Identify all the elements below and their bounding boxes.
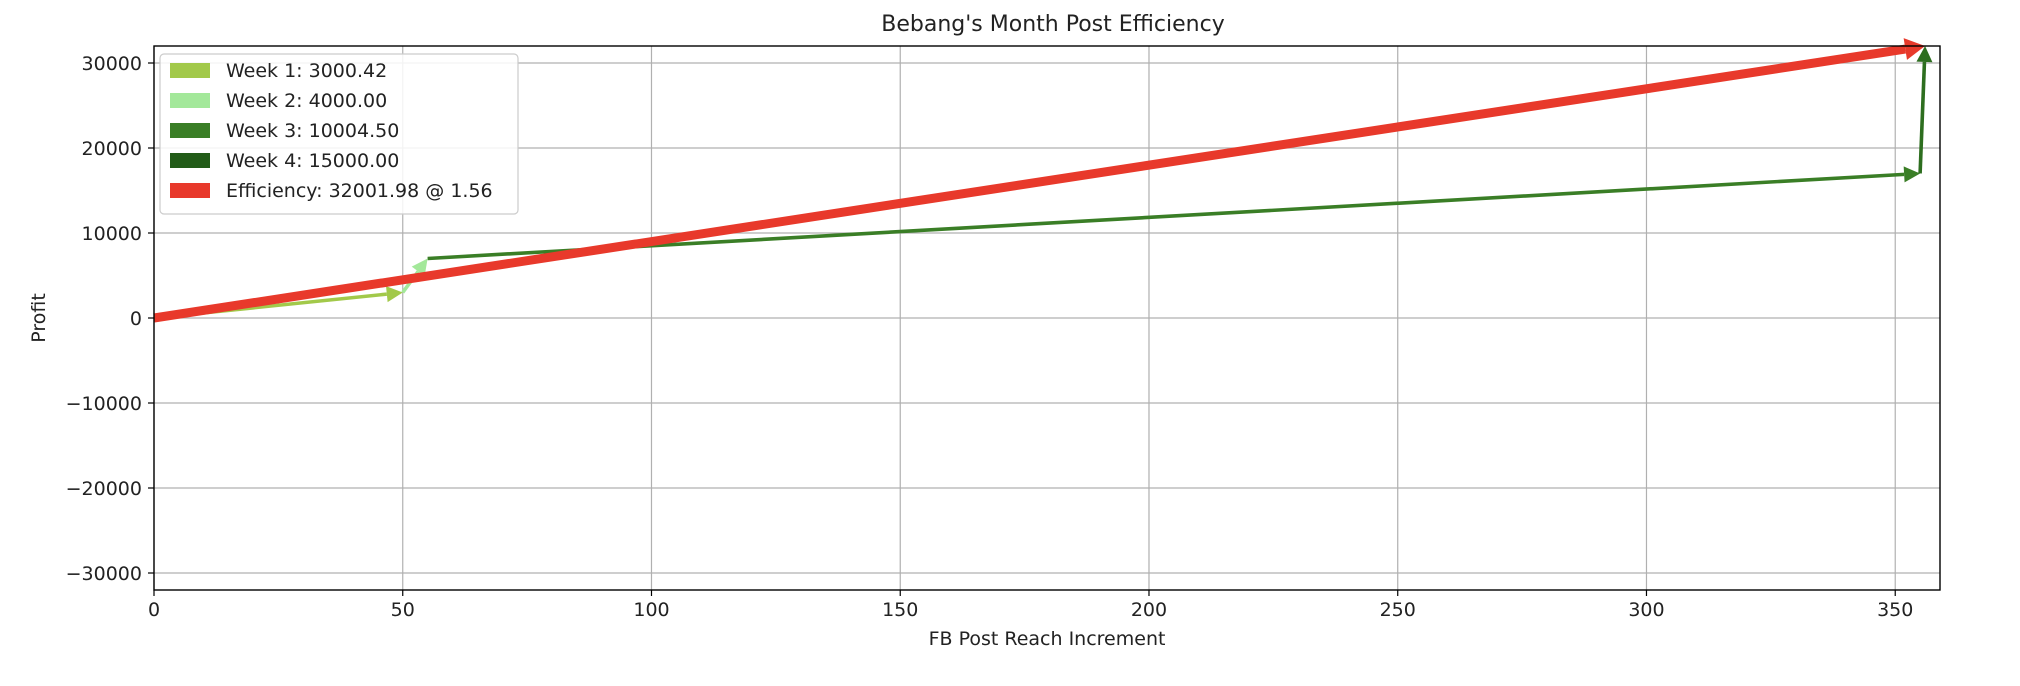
legend-swatch [170,153,210,168]
x-tick-label: 50 [391,599,415,621]
legend-swatch [170,63,210,78]
series-arrowhead [1903,166,1921,183]
x-tick-label: 200 [1131,599,1167,621]
series-arrowhead [1903,38,1926,60]
legend-swatch [170,93,210,108]
legend-swatch [170,123,210,138]
series-arrow [153,38,1926,323]
y-axis-label: Profit [28,293,50,343]
series-line [427,172,1905,261]
series-line [1918,61,1927,174]
series-line [153,44,1906,323]
y-tick-label: −30000 [66,563,142,585]
y-tick-label: 30000 [82,53,142,75]
legend-entry-label: Week 4: 15000.00 [226,150,399,172]
axis-ticks: 0 50 100 150 200 250 300 350 −30000 −20000 −10000 0… [66,53,1914,621]
y-tick-label: 0 [130,308,142,330]
x-tick-label: 350 [1877,599,1913,621]
y-tick-label: 10000 [82,223,142,245]
x-tick-label: 300 [1628,599,1664,621]
series-arrows [153,38,1933,323]
x-tick-label: 0 [148,599,160,621]
series-arrowhead [411,258,428,277]
chart-title: Bebang's Month Post Efficiency [881,12,1224,37]
legend-entry-label: Efficiency: 32001.98 @ 1.56 [226,180,493,202]
x-axis-label: FB Post Reach Increment [929,628,1166,650]
y-tick-label: −20000 [66,478,142,500]
legend-frame [159,53,519,215]
legend: Week 1: 3000.42 Week 2: 4000.00 Week 3: 10… [159,53,519,215]
x-tick-label: 150 [882,599,918,621]
legend-entry-label: Week 3: 10004.50 [226,120,399,142]
series-arrow [427,166,1921,261]
x-tick-label: 250 [1380,599,1416,621]
series-arrowhead [386,286,403,303]
legend-swatch [170,183,210,198]
y-tick-label: 20000 [82,138,142,160]
x-tick-label: 100 [633,599,669,621]
y-tick-label: −10000 [66,393,142,415]
legend-entry-label: Week 2: 4000.00 [226,90,387,112]
legend-entry-label: Week 1: 3000.42 [226,60,387,82]
series-arrowhead [1916,45,1933,63]
series-arrow [1916,45,1933,174]
